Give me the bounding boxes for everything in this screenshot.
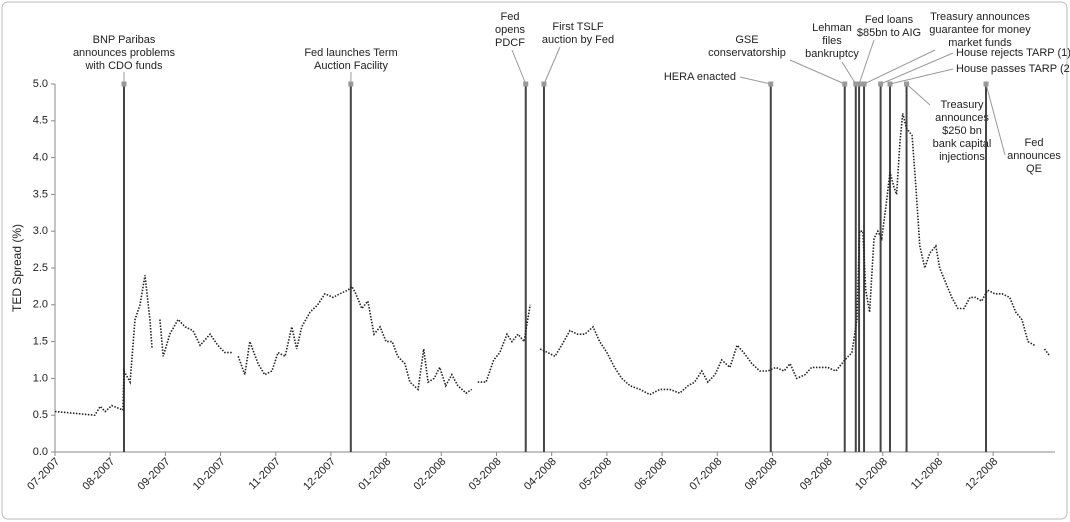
event-leader — [906, 83, 931, 106]
event-leader — [985, 83, 1006, 156]
event-label: auction by Fed — [542, 34, 614, 46]
event-label: Lehman — [812, 22, 852, 34]
event-label: announces — [1007, 150, 1061, 162]
event-label: injections — [939, 151, 985, 163]
event-label: Fed loans — [865, 14, 914, 26]
event-leader — [789, 59, 845, 85]
event-label: House rejects TARP (1) — [956, 47, 1070, 59]
y-tick-label: 0.5 — [33, 409, 48, 421]
event-label: $250 bn — [942, 125, 982, 137]
event-label: House passes TARP (2) — [956, 63, 1070, 75]
event-label: PDCF — [495, 37, 525, 49]
event-leader — [889, 68, 954, 85]
event-leader — [880, 52, 954, 85]
event-label: Fed — [501, 11, 520, 23]
event-label: announces problems — [73, 47, 176, 59]
event-label: GSE — [735, 34, 758, 46]
y-axis-label: TED Spread (%) — [10, 224, 24, 312]
event-label: First TSLF — [552, 21, 603, 33]
event-label: bank capital — [933, 138, 992, 150]
event-label: Fed — [1025, 137, 1044, 149]
y-tick-label: 1.5 — [33, 336, 48, 348]
event-label: files — [822, 35, 842, 47]
y-tick-label: 2.5 — [33, 262, 48, 274]
event-leader — [543, 46, 561, 85]
event-label: guarantee for money — [929, 24, 1031, 36]
event-label: bankruptcy — [805, 48, 859, 60]
event-label: BNP Paribas — [93, 34, 156, 46]
event-label: market funds — [948, 37, 1012, 49]
y-tick-label: 2.0 — [33, 299, 48, 311]
event-label: HERA enacted — [664, 71, 736, 83]
event-label: announces — [935, 112, 989, 124]
event-label: with CDO funds — [84, 60, 163, 72]
event-leader — [739, 76, 771, 85]
event-label: $85bn to AIG — [857, 27, 921, 39]
y-tick-label: 4.5 — [33, 115, 48, 127]
y-tick-label: 4.0 — [33, 152, 48, 164]
event-leader — [863, 49, 936, 85]
event-label: Auction Facility — [314, 60, 388, 72]
event-label: QE — [1026, 163, 1042, 175]
y-tick-label: 0.0 — [33, 446, 48, 458]
y-tick-label: 1.0 — [33, 372, 48, 384]
y-tick-label: 3.0 — [33, 225, 48, 237]
event-label: Treasury announces — [930, 11, 1030, 23]
event-label: Fed launches Term — [304, 47, 397, 59]
event-leader — [841, 61, 857, 85]
event-leader — [511, 49, 527, 85]
event-leader — [858, 39, 875, 85]
y-tick-label: 5.0 — [33, 78, 48, 90]
ted-spread-line — [54, 113, 1051, 417]
event-label: opens — [495, 24, 525, 36]
event-label: Treasury — [941, 99, 984, 111]
event-label: conservatorship — [708, 47, 786, 59]
y-tick-label: 3.5 — [33, 188, 48, 200]
